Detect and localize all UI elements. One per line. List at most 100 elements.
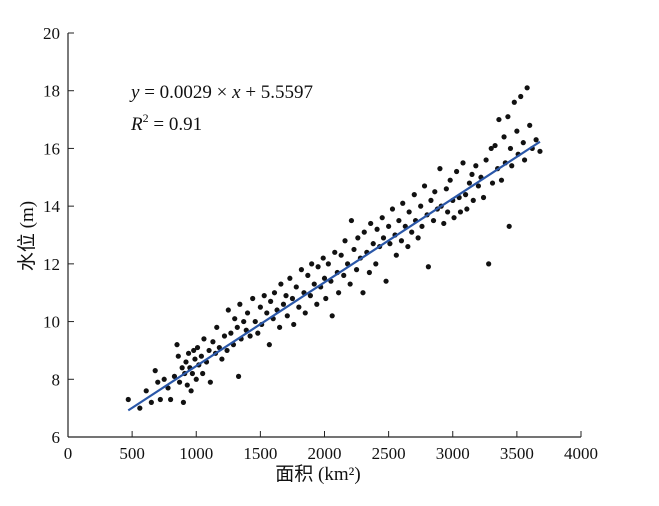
data-point: [257, 304, 263, 310]
data-point: [266, 342, 272, 348]
data-point: [379, 215, 385, 221]
data-point: [464, 206, 470, 212]
data-point: [453, 168, 460, 175]
data-point: [496, 116, 502, 123]
data-point: [125, 396, 131, 403]
data-point: [241, 318, 247, 325]
data-point: [437, 166, 443, 172]
data-point: [311, 281, 317, 287]
data-point: [361, 229, 367, 235]
y-tick-label: 6: [52, 428, 61, 447]
data-point: [441, 220, 447, 227]
data-point: [366, 269, 372, 276]
data-point: [451, 215, 457, 221]
data-point: [225, 307, 231, 313]
equation-annotation: y = 0.0029 × x + 5.5597: [129, 82, 313, 103]
data-point: [509, 163, 515, 169]
data-point: [430, 217, 437, 224]
data-point: [283, 293, 289, 299]
data-point: [409, 229, 415, 235]
data-point: [264, 310, 270, 316]
data-point: [271, 290, 278, 296]
data-point: [368, 220, 374, 227]
y-tick-label: 18: [43, 82, 60, 101]
data-point: [289, 295, 296, 302]
x-tick-label: 500: [119, 444, 145, 463]
data-point: [373, 261, 379, 267]
data-point: [235, 373, 242, 379]
data-point: [221, 333, 228, 339]
x-tick-label: 4000: [564, 444, 598, 463]
data-point: [268, 298, 274, 304]
r2-symbol: R: [130, 114, 143, 135]
data-point: [298, 267, 305, 273]
data-point: [421, 183, 428, 189]
y-tick-label: 20: [43, 24, 60, 43]
data-point: [329, 313, 335, 319]
data-point: [232, 316, 238, 322]
fit-line: [127, 140, 541, 412]
data-point: [486, 261, 492, 267]
data-point: [184, 382, 190, 388]
data-point: [185, 350, 192, 356]
data-point: [284, 313, 290, 319]
data-point: [341, 272, 347, 278]
data-point: [400, 200, 406, 206]
data-point: [176, 379, 183, 385]
data-point: [527, 122, 533, 128]
data-point: [234, 324, 240, 330]
data-point: [501, 134, 507, 140]
data-point: [405, 243, 411, 250]
data-point: [338, 252, 344, 258]
data-point: [189, 370, 196, 377]
data-point: [347, 281, 353, 287]
data-point: [473, 163, 479, 169]
x-tick-label: 3000: [436, 444, 470, 463]
data-point: [348, 217, 355, 224]
data-point: [387, 241, 393, 247]
data-point: [432, 189, 438, 195]
data-point: [483, 157, 489, 163]
data-point: [469, 171, 475, 177]
data-point: [492, 142, 498, 149]
equation-middle: = 0.0029 ×: [139, 82, 232, 103]
y-tick-label: 10: [43, 313, 60, 332]
data-point: [511, 99, 517, 105]
data-point: [219, 356, 225, 362]
data-point: [514, 128, 520, 134]
data-point: [506, 223, 512, 229]
data-point: [462, 192, 469, 198]
data-point: [425, 264, 431, 270]
data-point: [175, 353, 181, 359]
data-point: [155, 379, 161, 385]
x-tick-label: 0: [64, 444, 73, 463]
data-point: [489, 180, 496, 186]
data-point: [291, 321, 297, 328]
equation-x: x: [231, 82, 241, 103]
data-point: [480, 194, 487, 201]
data-point: [533, 137, 539, 143]
data-point: [143, 388, 149, 394]
data-point: [475, 183, 481, 189]
y-tick-label: 16: [43, 139, 60, 158]
data-point: [488, 145, 494, 152]
data-point: [224, 347, 230, 354]
data-point: [419, 223, 425, 229]
data-point: [353, 267, 360, 273]
data-point: [505, 114, 511, 120]
data-point: [393, 252, 399, 258]
data-point: [386, 223, 392, 229]
data-point: [443, 186, 449, 192]
data-point: [411, 192, 417, 198]
data-point: [520, 140, 526, 146]
r2-annotation: R2 = 0.91: [130, 111, 202, 135]
data-point: [309, 261, 315, 267]
data-point: [320, 255, 326, 261]
data-point: [200, 370, 206, 377]
data-point: [406, 209, 412, 215]
x-tick-label: 2500: [372, 444, 406, 463]
data-point: [171, 373, 178, 379]
data-point: [415, 235, 421, 241]
